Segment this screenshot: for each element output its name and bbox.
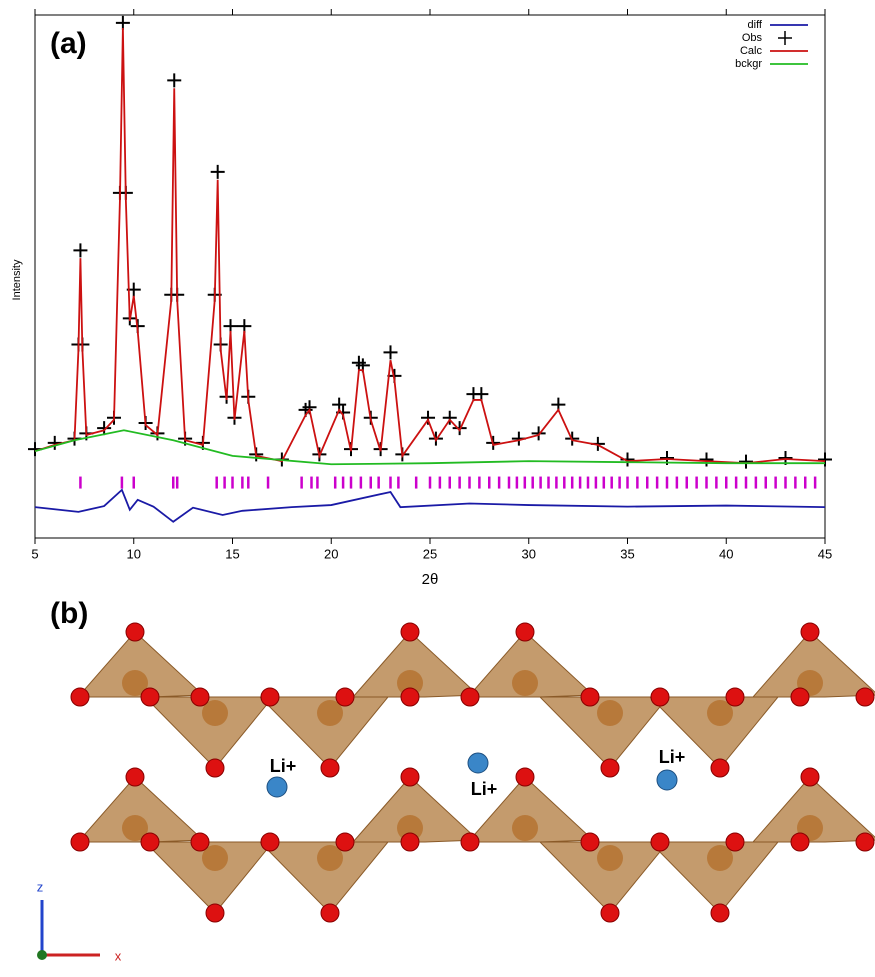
oxygen-atom: [126, 768, 144, 786]
obs-marker: [621, 453, 635, 467]
oxygen-atom: [401, 833, 419, 851]
legend-label: bckgr: [735, 58, 762, 70]
oxygen-atom: [516, 768, 534, 786]
metal-atom: [597, 845, 623, 871]
ion-label: Li+: [270, 756, 297, 776]
obs-marker: [818, 453, 832, 467]
oxygen-atom: [71, 688, 89, 706]
obs-marker: [211, 165, 225, 179]
series-line: [35, 490, 825, 522]
lithium-ion: [267, 777, 287, 797]
panel-label: (a): [50, 27, 87, 60]
oxygen-atom: [651, 833, 669, 851]
x-tick-label: 15: [225, 546, 239, 561]
obs-marker: [116, 16, 130, 30]
oxygen-atom: [461, 688, 479, 706]
x-tick-label: 35: [620, 546, 634, 561]
ion-label: Li+: [471, 779, 498, 799]
oxygen-atom: [336, 833, 354, 851]
x-tick-label: 45: [818, 546, 832, 561]
x-tick-label: 20: [324, 546, 338, 561]
oxygen-atom: [711, 904, 729, 922]
oxygen-atom: [856, 688, 874, 706]
panel-label: (b): [50, 597, 88, 630]
lithium-ion: [657, 770, 677, 790]
legend-label: diff: [748, 19, 763, 31]
oxygen-atom: [206, 904, 224, 922]
oxygen-atom: [71, 833, 89, 851]
oxygen-atom: [726, 688, 744, 706]
series-line: [35, 28, 825, 463]
obs-marker: [167, 73, 181, 87]
obs-marker: [73, 243, 87, 257]
legend-label: Calc: [740, 45, 763, 57]
lithium-ion: [468, 753, 488, 773]
figure: (a) 2θ Intensity 5 10 15 20 25 30 35 40 45 diffOb…: [0, 0, 875, 977]
oxygen-atom: [401, 768, 419, 786]
y-axis-label: Intensity: [11, 259, 23, 300]
oxygen-atom: [461, 833, 479, 851]
oxygen-atom: [601, 759, 619, 777]
oxygen-atom: [261, 688, 279, 706]
legend-label: Obs: [742, 32, 763, 44]
oxygen-atom: [726, 833, 744, 851]
oxygen-atom: [516, 623, 534, 641]
oxygen-atom: [126, 623, 144, 641]
oxygen-atom: [651, 688, 669, 706]
oxygen-atom: [141, 688, 159, 706]
metal-atom: [597, 700, 623, 726]
oxygen-atom: [601, 904, 619, 922]
oxygen-atom: [791, 688, 809, 706]
oxygen-atom: [261, 833, 279, 851]
oxygen-atom: [711, 759, 729, 777]
axis-name: z: [37, 879, 44, 894]
oxygen-atom: [191, 833, 209, 851]
obs-marker: [421, 411, 435, 425]
oxygen-atom: [801, 623, 819, 641]
oxygen-atom: [791, 833, 809, 851]
x-tick-label: 30: [522, 546, 536, 561]
obs-marker: [384, 345, 398, 359]
obs-marker: [443, 411, 457, 425]
x-axis-label: 2θ: [422, 571, 439, 588]
oxygen-atom: [856, 833, 874, 851]
structure-b: (b) Li+ Li+ Li+ z x: [37, 597, 875, 964]
x-tick-label: 10: [127, 546, 141, 561]
obs-marker: [700, 453, 714, 467]
oxygen-atom: [191, 688, 209, 706]
legend-symbol: [778, 31, 792, 45]
axis-origin: [37, 950, 47, 960]
chart-a: (a) 2θ Intensity 5 10 15 20 25 30 35 40 45 diffOb…: [11, 9, 832, 588]
oxygen-atom: [401, 623, 419, 641]
oxygen-atom: [801, 768, 819, 786]
oxygen-atom: [321, 904, 339, 922]
metal-atom: [512, 815, 538, 841]
oxygen-atom: [581, 833, 599, 851]
oxygen-atom: [401, 688, 419, 706]
x-tick-label: 5: [31, 546, 38, 561]
oxygen-atom: [336, 688, 354, 706]
oxygen-atom: [206, 759, 224, 777]
metal-atom: [512, 670, 538, 696]
ion-label: Li+: [659, 747, 686, 767]
oxygen-atom: [321, 759, 339, 777]
oxygen-atom: [581, 688, 599, 706]
x-tick-label: 40: [719, 546, 733, 561]
oxygen-atom: [141, 833, 159, 851]
x-tick-label: 25: [423, 546, 437, 561]
axis-name: x: [115, 948, 122, 963]
obs-marker: [739, 455, 753, 469]
